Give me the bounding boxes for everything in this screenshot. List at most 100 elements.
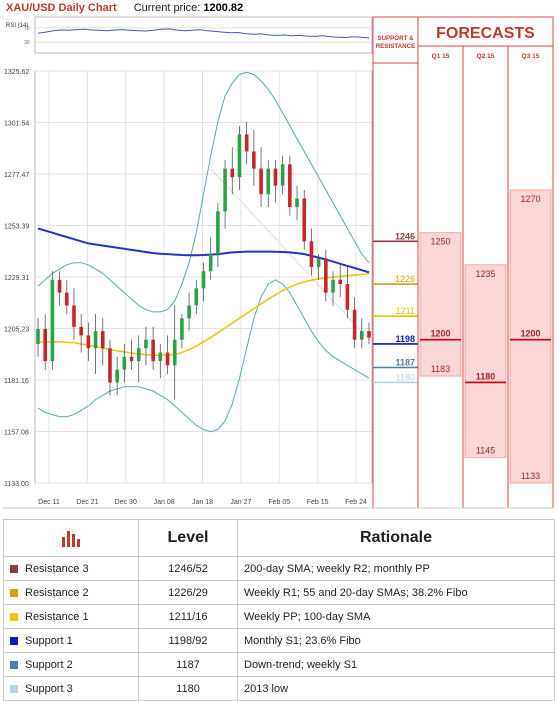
price-panel: 1325.62 1301.54 1277.47 1253.39 1229.31 1205.… — [4, 69, 373, 506]
row-level: 1180 — [138, 676, 238, 701]
candle-body — [100, 331, 105, 349]
candle-body — [345, 284, 350, 310]
x-tick-label: Dec 21 — [76, 499, 98, 506]
candle-body — [352, 309, 357, 340]
y-tick-label: 1229.31 — [4, 275, 29, 282]
row-name-cell: Resistance 2 — [3, 580, 139, 605]
x-tick-label: Feb 15 — [307, 499, 329, 506]
x-tick-label: Jan 18 — [192, 499, 213, 506]
table-row: Support 3 1180 2013 low — [3, 676, 555, 701]
rationale-header: Rationale — [237, 519, 555, 557]
y-tick-label: 1157.08 — [4, 429, 29, 436]
row-name: Support 2 — [25, 658, 73, 671]
candle-body — [108, 348, 112, 383]
candle-body — [266, 168, 271, 195]
rsi-level-label: 30 — [24, 40, 30, 46]
candle-body — [64, 292, 69, 306]
candle-body — [295, 198, 299, 208]
forecast-low-label: 1183 — [431, 364, 450, 374]
bar-chart-icon — [62, 530, 80, 547]
row-level: 1226/29 — [138, 580, 238, 605]
row-rationale: Weekly R1; 55 and 20-day SMAs; 38.2% Fib… — [237, 580, 555, 605]
candle-body — [194, 288, 199, 306]
x-tick-label: Feb 05 — [268, 499, 290, 506]
x-tick-label: Feb 24 — [345, 499, 367, 506]
row-rationale: 2013 low — [237, 676, 555, 701]
sma-100-line — [38, 273, 370, 357]
rsi-frame — [34, 16, 373, 54]
candle-body — [79, 326, 83, 336]
candle-body — [338, 279, 343, 285]
rsi-label: RSI (14) — [6, 23, 28, 29]
current-price-value: 1200.82 — [203, 2, 244, 14]
level-swatch — [10, 684, 18, 693]
candle-body — [201, 271, 206, 289]
y-tick-label: 1205.23 — [4, 327, 29, 334]
candle-body — [259, 168, 263, 195]
candle-body — [309, 241, 314, 267]
current-price-label: Current price: — [133, 2, 201, 14]
candle-body — [180, 318, 184, 340]
x-tick-label: Jan 08 — [154, 499, 175, 506]
candle-body — [136, 348, 141, 362]
forecast-range-bar — [464, 264, 507, 458]
forecast-low-label: 1133 — [521, 471, 540, 481]
row-level: 1246/52 — [138, 556, 238, 581]
quarter-label: Q1 15 — [432, 53, 450, 60]
quarter-label: Q2 15 — [477, 53, 495, 60]
table-row: Support 2 1187 Down-trend; weekly S1 — [3, 652, 555, 677]
sr-level-label: 1198 — [395, 334, 415, 344]
level-header: Level — [138, 519, 238, 557]
forecast-high-label: 1250 — [430, 237, 450, 247]
row-level: 1198/92 — [138, 628, 238, 653]
sma-200-line — [37, 227, 370, 274]
candle-body — [252, 151, 256, 169]
row-name: Resistance 3 — [25, 562, 89, 575]
candle-body — [302, 198, 307, 242]
trend-line — [210, 168, 370, 341]
candle-body — [93, 331, 98, 349]
level-swatch — [10, 564, 18, 573]
row-rationale: Weekly PP; 100-day SMA — [237, 604, 555, 629]
y-tick-label: 1325.62 — [4, 69, 29, 76]
table-header-row: Level Rationale — [3, 519, 555, 557]
forecast-low-label: 1145 — [476, 445, 495, 455]
sr-level-label: 1211 — [396, 306, 415, 316]
candle-body — [158, 352, 163, 362]
level-swatch — [10, 588, 18, 597]
level-swatch — [10, 636, 18, 645]
level-swatch — [10, 612, 18, 621]
x-tick-label: Dec 30 — [115, 499, 137, 506]
chart-header: XAU/USD Daily Chart Current price: 1200.… — [6, 2, 243, 14]
candle-body — [280, 164, 285, 186]
forecast-panel: SUPPORT &RESISTANCE 1246 1226 1211 1198 1187 1… — [3, 16, 554, 509]
candle-body — [208, 254, 213, 272]
forecast-range-bar — [509, 189, 552, 484]
candle-body — [172, 339, 177, 366]
candle-body — [316, 258, 321, 267]
candle-body — [72, 305, 76, 327]
y-tick-label: 1133.00 — [4, 481, 29, 488]
table-row: Resistance 1 1211/16 Weekly PP; 100-day … — [3, 604, 555, 629]
candle-body — [165, 352, 170, 366]
row-name: Resistance 2 — [25, 586, 89, 599]
row-name: Resistance 1 — [25, 610, 89, 623]
levels-table: Level Rationale Resistance 3 1246/52 200… — [3, 519, 555, 701]
candle-body — [273, 168, 278, 186]
candle-body — [43, 328, 47, 362]
candle-body — [36, 328, 40, 344]
candle-body — [244, 134, 249, 152]
sr-level-label: 1246 — [395, 231, 415, 241]
candle-body — [324, 258, 328, 293]
rsi-level-label: 70 — [24, 26, 30, 32]
forecast-high-label: 1235 — [475, 269, 495, 279]
row-name-cell: Resistance 1 — [3, 604, 139, 629]
candle-body — [151, 339, 155, 362]
sr-title: SUPPORT & — [377, 35, 414, 42]
candle-body — [57, 279, 62, 293]
candle-body — [230, 168, 235, 178]
chart-title: XAU/USD Daily Chart — [6, 2, 117, 14]
x-tick-label: Jan 27 — [230, 499, 251, 506]
forecast-mid-label: 1200 — [520, 329, 540, 339]
candle-body — [223, 168, 227, 212]
